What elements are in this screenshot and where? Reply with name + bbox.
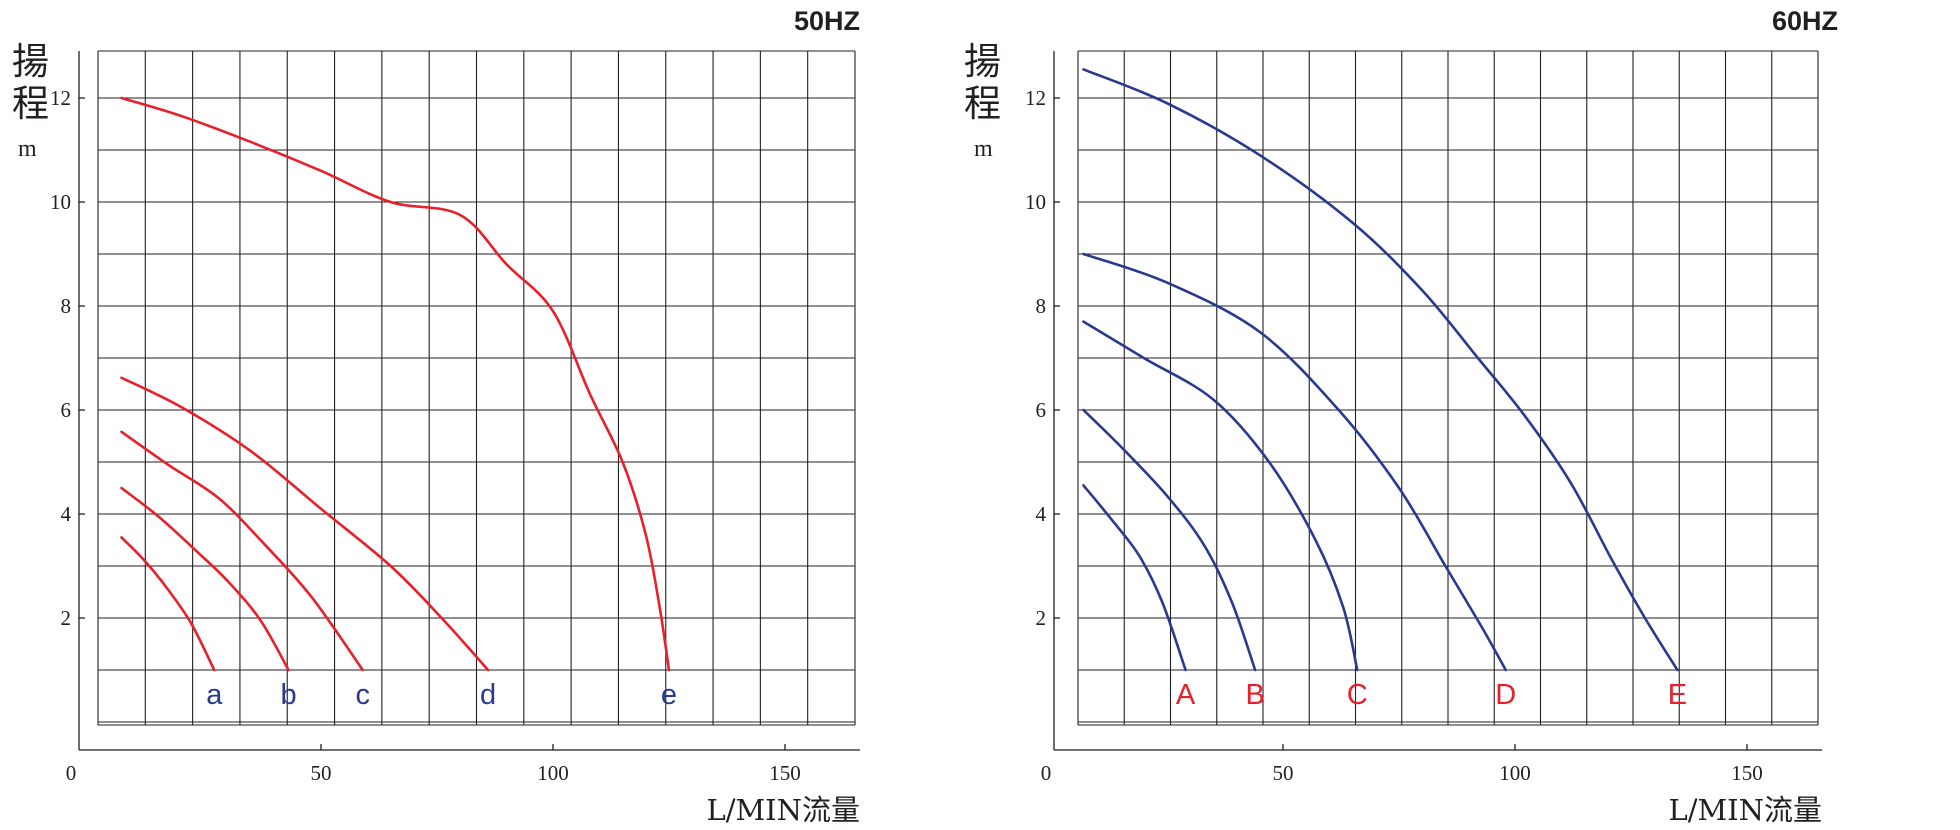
y-axis-unit: m [18,136,37,162]
x-tick-label: 0 [66,761,77,785]
y-tick-label: 8 [61,294,72,318]
y-axis-title-char: 揚 [12,40,49,83]
y-tick-label: 2 [1036,606,1047,630]
curve-label-E: E [1668,679,1687,711]
x-tick-label: 50 [1273,761,1294,785]
curve-label-c: c [356,679,371,711]
x-tick-label: 100 [537,761,569,785]
curve-d [120,376,490,672]
y-tick-label: 4 [1036,502,1047,526]
curve-a [120,536,216,672]
curve-B [1082,408,1257,672]
y-tick-label: 6 [61,398,72,422]
curve-e [120,96,671,672]
x-axis-title: L/MIN流量 [1668,793,1822,827]
y-axis-title-char: 程 [964,82,1001,125]
y-tick-label: 10 [50,190,71,214]
y-tick-label: 2 [61,606,72,630]
curve-C [1082,320,1359,672]
y-tick-label: 4 [61,502,72,526]
x-tick-label: 100 [1499,761,1531,785]
y-tick-label: 12 [1025,86,1046,110]
curve-label-A: A [1176,679,1196,711]
x-tick-label: 150 [1731,761,1763,785]
curve-c [120,430,365,672]
curve-label-e: e [661,679,677,711]
chart-panel-60hz: 2 4 6 8 10 12 0 50 100 150 60HZ 揚程m L/MIN流量 A B C D E [964,6,1838,827]
x-tick-label: 50 [311,761,332,785]
curve-A [1082,484,1187,672]
curve-D [1082,252,1508,672]
chart-grid [1077,50,1819,726]
x-tick-label: 0 [1041,761,1052,785]
chart-title: 50HZ [794,6,860,36]
y-axis-title-char: 程 [12,82,49,125]
chart-panel-50hz: 2 4 6 8 10 12 0 50 100 150 50HZ 揚程m L/MIN流量 a b c d e [12,6,860,827]
curve-label-D: D [1495,679,1516,711]
chart-grid [97,50,856,726]
curve-label-a: a [206,679,223,711]
curve-label-B: B [1245,679,1264,711]
y-tick-label: 12 [50,86,71,110]
curve-label-b: b [280,679,296,711]
y-axis-title-char: 揚 [964,40,1001,83]
y-tick-label: 10 [1025,190,1046,214]
curve-E [1082,68,1679,672]
y-axis-unit: m [974,136,993,162]
x-axis-title: L/MIN流量 [706,793,860,827]
x-tick-label: 150 [769,761,801,785]
y-tick-label: 6 [1036,398,1047,422]
curve-label-C: C [1347,679,1368,711]
curve-label-d: d [480,679,496,711]
curve-b [120,486,290,672]
chart-title: 60HZ [1772,6,1838,36]
y-tick-label: 8 [1036,294,1047,318]
